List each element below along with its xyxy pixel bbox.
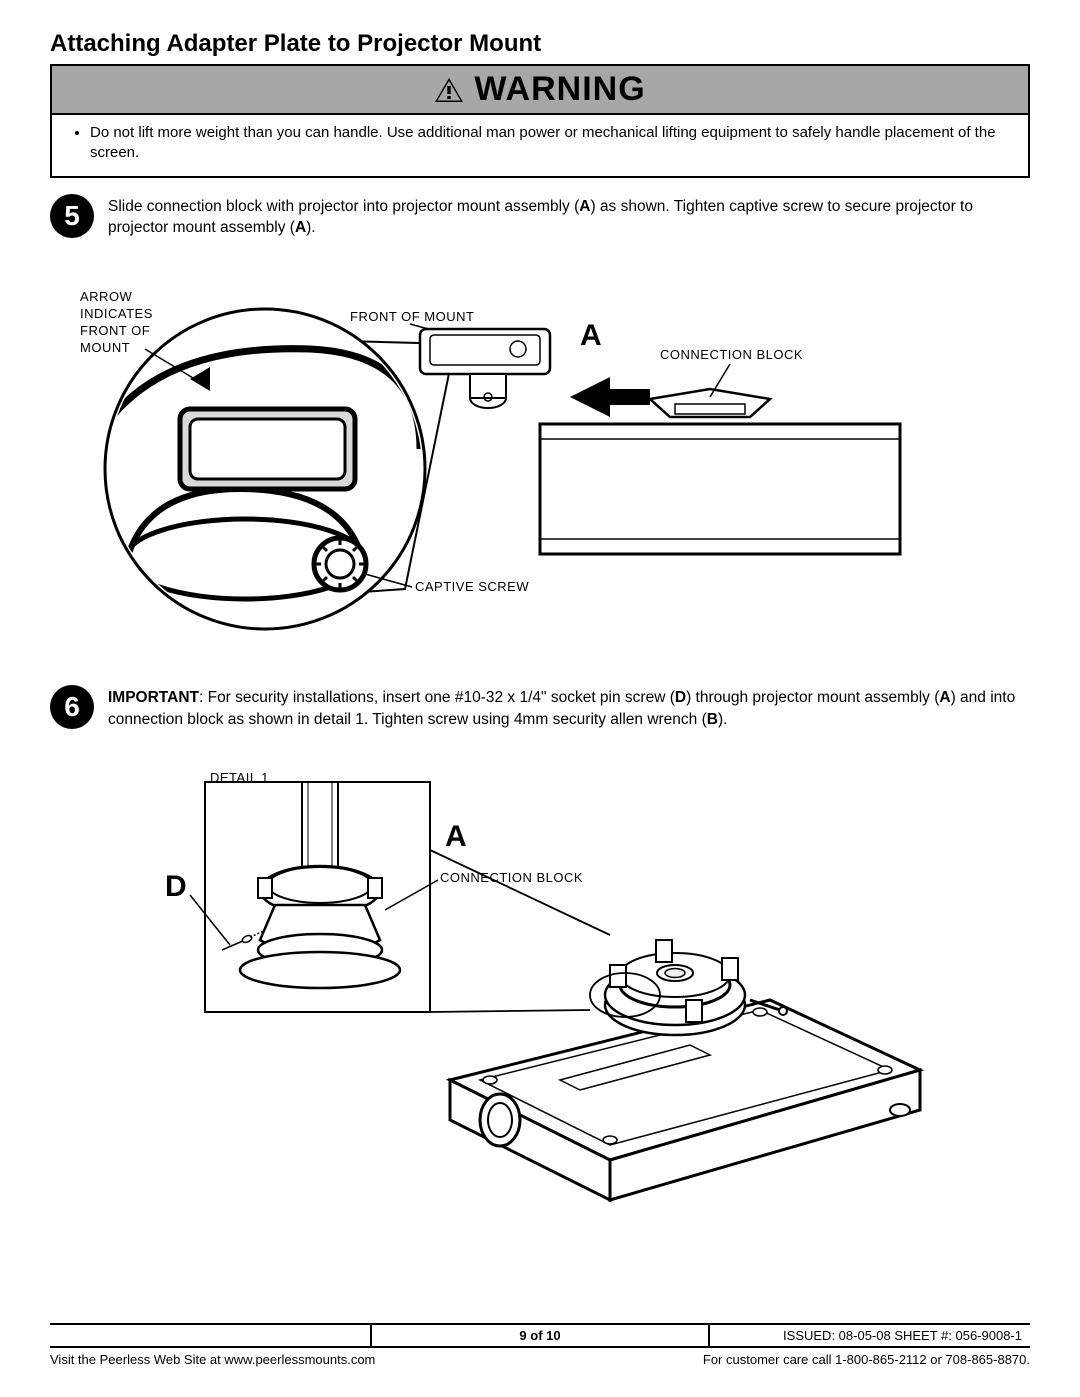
label-front-of-mount: FRONT OF MOUNT bbox=[350, 309, 474, 326]
letter-A-1: A bbox=[580, 319, 602, 353]
diagram-6-svg bbox=[50, 740, 1030, 1200]
diagram-5-svg bbox=[50, 249, 1030, 669]
diagram-step-5: ARROW INDICATES FRONT OF MOUNT FRONT OF … bbox=[50, 249, 1030, 669]
warning-note: Do not lift more weight than you can han… bbox=[50, 115, 1030, 178]
footer-page-number: 9 of 10 bbox=[370, 1325, 710, 1346]
label-detail1: DETAIL 1 bbox=[210, 770, 269, 787]
page-title: Attaching Adapter Plate to Projector Mou… bbox=[50, 30, 1030, 58]
page-footer: 9 of 10 ISSUED: 08-05-08 SHEET #: 056-90… bbox=[50, 1323, 1030, 1367]
footer-left-blank bbox=[50, 1325, 370, 1346]
warning-bullet: Do not lift more weight than you can han… bbox=[90, 123, 1012, 164]
letter-A-2: A bbox=[445, 820, 467, 854]
warning-label: WARNING bbox=[474, 70, 645, 109]
step-5: 5 Slide connection block with projector … bbox=[50, 192, 1030, 239]
step-badge-6: 6 bbox=[50, 685, 94, 729]
warning-banner: WARNING bbox=[50, 64, 1030, 115]
warning-triangle-icon bbox=[434, 77, 464, 103]
label-connection-block-2: CONNECTION BLOCK bbox=[440, 870, 583, 887]
label-connection-block-1: CONNECTION BLOCK bbox=[660, 347, 803, 364]
label-captive-screw: CAPTIVE SCREW bbox=[415, 579, 529, 596]
step-6-text: IMPORTANT: For security installations, i… bbox=[108, 683, 1030, 730]
label-arrow-front: ARROW INDICATES FRONT OF MOUNT bbox=[80, 289, 170, 357]
step-badge-5: 5 bbox=[50, 194, 94, 238]
letter-D: D bbox=[165, 870, 187, 904]
step-6: 6 IMPORTANT: For security installations,… bbox=[50, 683, 1030, 730]
footer-phone: For customer care call 1-800-865-2112 or… bbox=[703, 1352, 1030, 1367]
step-5-text: Slide connection block with projector in… bbox=[108, 192, 1030, 239]
diagram-step-6: DETAIL 1 A D CONNECTION BLOCK bbox=[50, 740, 1030, 1200]
footer-issued: ISSUED: 08-05-08 SHEET #: 056-9008-1 bbox=[710, 1325, 1030, 1346]
footer-website: Visit the Peerless Web Site at www.peerl… bbox=[50, 1352, 375, 1367]
